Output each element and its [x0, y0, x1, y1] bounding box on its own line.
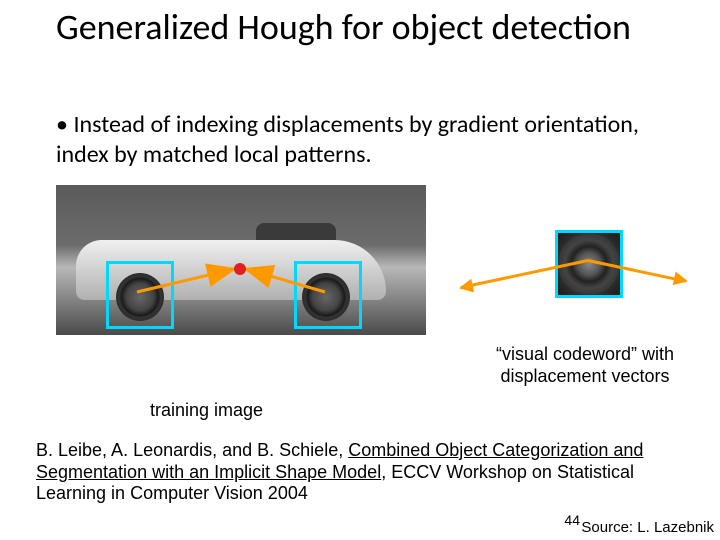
- training-image-figure: [56, 185, 426, 335]
- training-image-caption: training image: [150, 400, 263, 421]
- citation-authors: B. Leibe, A. Leonardis, and B. Schiele,: [36, 440, 348, 460]
- bullet-text: Instead of indexing displacements by gra…: [56, 110, 639, 169]
- citation-text: B. Leibe, A. Leonardis, and B. Schiele, …: [36, 440, 684, 505]
- object-center-dot: [234, 263, 246, 275]
- bullet-item: • Instead of indexing displacements by g…: [56, 110, 676, 170]
- highlight-box-rear-wheel: [294, 261, 362, 329]
- bullet-marker: •: [56, 110, 68, 140]
- slide-title: Generalized Hough for object detection: [56, 8, 656, 48]
- highlight-box-front-wheel: [106, 261, 174, 329]
- slide-number: 44: [564, 512, 580, 528]
- source-credit: Source: L. Lazebnik: [581, 519, 714, 536]
- codeword-caption: “visual codeword” with displacement vect…: [470, 344, 700, 387]
